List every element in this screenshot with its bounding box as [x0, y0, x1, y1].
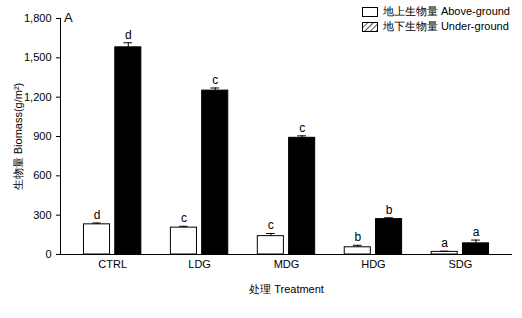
svg-text:1,200: 1,200 — [24, 91, 52, 103]
svg-text:d: d — [125, 28, 132, 42]
svg-text:c: c — [268, 218, 274, 232]
svg-text:900: 900 — [33, 130, 51, 142]
svg-text:生物量 Biomass(g/m²): 生物量 Biomass(g/m²) — [12, 83, 24, 191]
svg-text:c: c — [212, 73, 218, 87]
svg-text:d: d — [94, 208, 101, 222]
svg-text:CTRL: CTRL — [98, 258, 127, 270]
svg-text:1,800: 1,800 — [24, 12, 52, 24]
svg-text:b: b — [386, 203, 393, 217]
svg-text:b: b — [354, 230, 361, 244]
svg-text:MDG: MDG — [274, 258, 300, 270]
svg-text:0: 0 — [45, 248, 51, 260]
svg-text:1,500: 1,500 — [24, 51, 52, 63]
html-text:A: A — [64, 10, 73, 25]
svg-text:c: c — [181, 211, 187, 225]
svg-text:600: 600 — [33, 169, 51, 181]
html-text:地上生物量 Above-ground: 地上生物量 Above-ground — [382, 5, 510, 17]
svg-text:处理 Treatment: 处理 Treatment — [249, 283, 324, 295]
html-text:地下生物量 Under-ground: 地下生物量 Under-ground — [382, 20, 509, 32]
svg-text:HDG: HDG — [361, 258, 385, 270]
svg-text:a: a — [473, 225, 480, 239]
svg-text:LDG: LDG — [188, 258, 211, 270]
svg-text:a: a — [441, 236, 448, 250]
svg-text:300: 300 — [33, 209, 51, 221]
svg-text:SDG: SDG — [448, 258, 472, 270]
svg-text:c: c — [299, 121, 305, 135]
